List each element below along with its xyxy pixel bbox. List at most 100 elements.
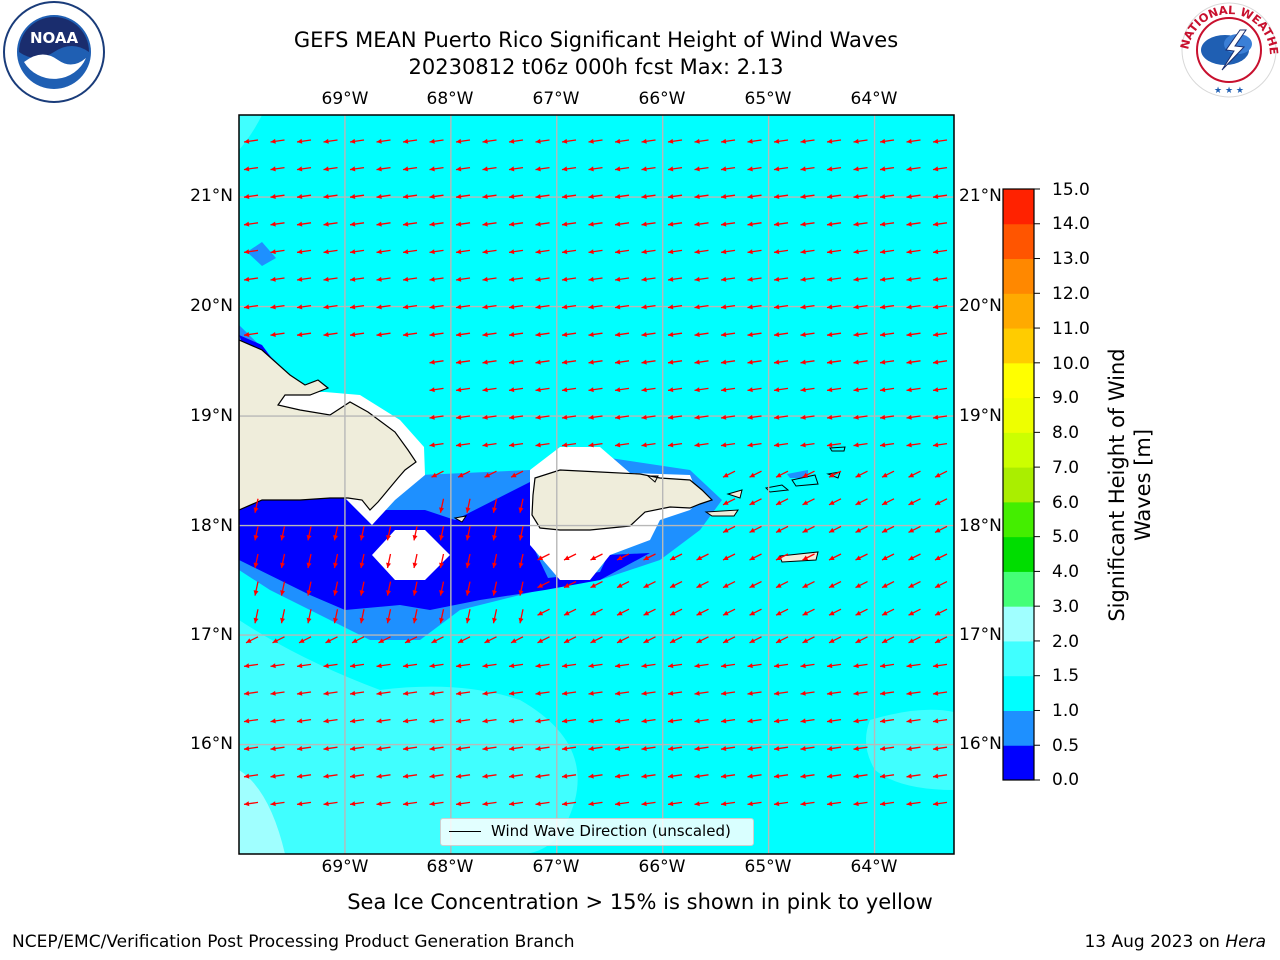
lat-label-right-17n: 17°N: [959, 625, 1002, 645]
wave-direction-arrow: [429, 138, 444, 144]
wave-direction-arrow: [906, 194, 921, 199]
wave-direction-arrow: [720, 249, 736, 255]
wave-direction-arrow: [720, 221, 736, 227]
wave-direction-arrow: [747, 359, 762, 365]
wave-direction-arrow: [510, 470, 524, 478]
colorbar-tick-label: 6.0: [1052, 493, 1080, 513]
wave-direction-arrow: [802, 470, 815, 478]
wave-direction-arrow: [641, 332, 656, 337]
wave-direction-arrow: [455, 276, 471, 282]
footer-host: Hera: [1225, 932, 1266, 952]
wave-direction-arrow: [643, 608, 656, 616]
wave-direction-arrow: [643, 581, 656, 589]
wave-direction-arrow: [614, 166, 630, 172]
colorbar-tick-label: 3.0: [1052, 597, 1080, 617]
wave-direction-arrow: [588, 387, 603, 393]
wave-direction-arrow: [386, 526, 392, 541]
lat-label-right-20n: 20°N: [959, 296, 1002, 316]
wave-direction-arrow: [535, 304, 550, 310]
wave-direction-arrow: [855, 498, 868, 506]
wave-direction-arrow: [641, 221, 656, 227]
wave-direction-arrow: [908, 608, 921, 616]
wave-direction-arrow: [482, 663, 497, 669]
wave-direction-arrow: [280, 609, 286, 624]
wave-direction-arrow: [588, 304, 603, 310]
wave-direction-arrow: [932, 387, 948, 393]
wave-direction-arrow: [535, 359, 550, 365]
wave-direction-arrow: [508, 690, 524, 696]
wave-direction-arrow: [429, 746, 444, 751]
colorbar-tick-label: 9.0: [1052, 388, 1080, 408]
wave-direction-arrow: [455, 663, 471, 669]
wave-direction-arrow: [323, 166, 338, 172]
wave-direction-arrow: [694, 746, 709, 751]
land-hispaniola: [239, 339, 417, 511]
wave-direction-arrow: [826, 746, 842, 751]
wave-direction-arrow: [667, 663, 683, 669]
wave-direction-arrow: [826, 332, 842, 337]
wave-direction-arrow: [722, 581, 736, 589]
wave-direction-arrow: [588, 359, 603, 365]
wave-direction-arrow: [773, 414, 789, 420]
wave-direction-arrow: [696, 608, 709, 616]
wave-direction-arrow: [906, 332, 921, 337]
wave-direction-arrow: [616, 608, 630, 616]
wave-direction-arrow: [881, 470, 895, 478]
wave-direction-arrow: [588, 138, 603, 144]
wave-direction-arrow: [749, 581, 762, 589]
wave-direction-arrow: [429, 166, 444, 172]
colorbar-tick-label: 8.0: [1052, 423, 1080, 443]
wave-direction-arrow: [906, 690, 921, 696]
wave-direction-arrow: [614, 387, 630, 393]
wave-direction-arrow: [482, 414, 497, 420]
lon-label-top-67w: 67°W: [532, 89, 580, 109]
wave-direction-arrow: [749, 553, 762, 561]
wave-direction-arrow: [455, 387, 471, 393]
wave-direction-arrow: [749, 525, 762, 533]
wave-direction-arrow: [694, 663, 709, 669]
wave-direction-arrow: [535, 332, 550, 337]
wave-direction-arrow: [484, 636, 497, 644]
wave-direction-arrow: [349, 801, 365, 807]
wave-direction-arrow: [694, 442, 709, 448]
wave-direction-arrow: [296, 304, 312, 310]
wave-direction-arrow: [879, 194, 895, 199]
wave-direction-arrow: [614, 663, 630, 669]
wave-direction-arrow: [455, 332, 471, 337]
wave-direction-arrow: [482, 194, 497, 199]
wave-direction-arrow: [853, 663, 868, 669]
wave-direction-arrow: [323, 663, 338, 669]
wave-direction-arrow: [773, 166, 789, 172]
wave-direction-arrow: [775, 498, 789, 506]
wave-direction-arrow: [800, 221, 815, 227]
wave-direction-arrow: [306, 526, 312, 541]
wave-direction-arrow: [800, 359, 815, 365]
wave-direction-arrow: [934, 608, 948, 616]
wave-direction-arrow: [561, 387, 577, 393]
lat-label-right-16n: 16°N: [959, 734, 1002, 754]
wave-direction-arrow: [747, 304, 762, 310]
noaa-logo: NOAA: [3, 1, 105, 103]
wave-direction-arrow: [879, 359, 895, 365]
wave-direction-arrow: [749, 608, 762, 616]
wave-direction-arrow: [669, 608, 683, 616]
wave-direction-arrow: [853, 221, 868, 227]
wave-direction-arrow: [720, 663, 736, 669]
wave-direction-arrow: [323, 332, 338, 337]
wave-direction-arrow: [853, 387, 868, 393]
wave-direction-arrow: [296, 773, 312, 779]
wave-direction-arrow: [879, 663, 895, 669]
lon-label-top-69w: 69°W: [321, 89, 369, 109]
colorbar-tick-label: 0.5: [1052, 736, 1080, 756]
wave-direction-arrow: [932, 690, 948, 696]
wave-direction-arrow: [773, 690, 789, 696]
wave-direction-arrow: [272, 636, 285, 644]
wave-direction-arrow: [694, 304, 709, 310]
wave-direction-arrow: [879, 801, 895, 807]
wave-direction-arrow: [561, 304, 577, 310]
wave-direction-arrow: [722, 636, 736, 644]
wave-direction-arrow: [349, 773, 365, 779]
wave-direction-arrow: [323, 276, 338, 282]
wave-direction-arrow: [747, 387, 762, 393]
